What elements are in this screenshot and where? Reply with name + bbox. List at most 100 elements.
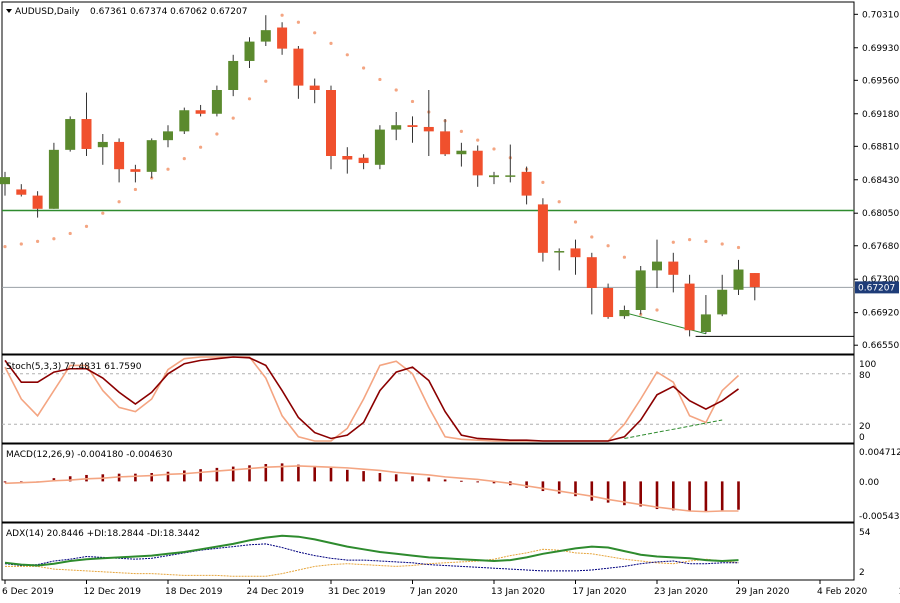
bear-candle [440, 131, 450, 154]
macd-histogram-bar [705, 481, 708, 511]
sar-dot [166, 168, 169, 171]
time-tick-label: 12 Dec 2019 [84, 587, 142, 597]
bear-candle [196, 110, 206, 114]
sar-dot [590, 235, 593, 238]
bear-candle [685, 284, 695, 331]
sar-dot [655, 308, 658, 311]
price-tick-label: 0.68050 [862, 209, 899, 219]
macd-histogram-bar [476, 481, 479, 482]
macd-pane [4, 463, 740, 511]
macd-histogram-bar [672, 481, 675, 510]
sar-dot [264, 80, 267, 83]
bull-candle [636, 270, 646, 310]
sar-dot [362, 66, 365, 69]
sar-dot [737, 246, 740, 249]
price-tick-label: 0.69180 [862, 110, 899, 120]
bull-candle [717, 290, 727, 315]
price-tick-label: 0.66550 [862, 341, 899, 351]
time-tick-label: 6 Dec 2019 [2, 587, 54, 597]
sar-dot [134, 188, 137, 191]
sar-dot [215, 132, 218, 135]
bear-candle [342, 156, 352, 160]
macd-histogram-bar [428, 478, 431, 482]
bear-candle [114, 142, 124, 169]
time-tick-label: 13 Jan 2020 [491, 587, 545, 597]
macd-histogram-bar [542, 481, 545, 491]
price-pane: 0.703100.699300.695600.691800.688100.684… [0, 10, 899, 351]
time-tick-label: 23 Jan 2020 [654, 587, 708, 597]
bear-candle [277, 28, 287, 49]
sar-dot [183, 157, 186, 160]
sar-dot [52, 237, 55, 240]
macd-histogram-bar [346, 470, 349, 482]
macd-histogram-bar [134, 474, 137, 482]
time-tick-label: 31 Dec 2019 [328, 587, 386, 597]
bull-candle [489, 175, 499, 177]
macd-histogram-bar [656, 481, 659, 509]
bull-candle [701, 314, 711, 332]
sar-dot [704, 240, 707, 243]
bear-candle [473, 151, 483, 176]
macd-label: MACD(12,26,9) -0.004180 -0.004630 [6, 450, 173, 460]
bull-candle [619, 310, 629, 316]
macd-histogram-bar [150, 473, 153, 481]
symbol-label[interactable]: AUDUSD,Daily [15, 7, 80, 17]
bull-candle [65, 119, 75, 150]
bear-candle [16, 189, 26, 194]
bull-candle [456, 151, 466, 155]
bear-candle [750, 273, 760, 287]
bear-candle [668, 262, 678, 275]
macd-signal-line [5, 466, 739, 512]
macd-histogram-bar [444, 479, 447, 481]
sar-dot [460, 130, 463, 133]
macd-histogram-bar [199, 469, 202, 481]
bull-candle [391, 125, 401, 129]
sar-dot [20, 242, 23, 245]
macd-histogram-bar [216, 468, 219, 482]
sar-dot [558, 200, 561, 203]
price-tick-label: 0.70310 [862, 10, 899, 20]
stoch-level-0: 0 [859, 433, 865, 443]
time-tick-label: 7 Jan 2020 [410, 587, 458, 597]
macd-histogram-bar [232, 467, 235, 482]
price-tick-label: 0.69930 [862, 44, 899, 54]
sar-dot [378, 78, 381, 81]
macd-histogram-bar [167, 472, 170, 482]
bear-candle [326, 90, 336, 156]
time-tick-label: 24 Dec 2019 [247, 587, 305, 597]
sar-dot [281, 14, 284, 17]
bear-candle [130, 169, 140, 172]
time-tick-label: 17 Jan 2020 [573, 587, 627, 597]
adx-pane [5, 536, 739, 577]
sar-dot [721, 242, 724, 245]
macd-histogram-bar [639, 481, 642, 506]
bear-candle [33, 196, 43, 209]
symbol-dropdown-icon[interactable] [6, 9, 12, 13]
macd-histogram-bar [395, 474, 398, 481]
bear-candle [424, 127, 434, 131]
sar-dot [118, 200, 121, 203]
bear-candle [293, 49, 303, 86]
macd-histogram-bar [591, 481, 594, 500]
price-tick-label: 0.68430 [862, 176, 899, 186]
macd-histogram-bar [737, 481, 740, 509]
bull-candle [212, 90, 222, 114]
stoch-label: Stoch(5,3,3) 77.4831 61.7590 [6, 362, 142, 372]
macd-histogram-bar [362, 471, 365, 481]
stoch-level-20: 20 [859, 422, 871, 432]
bear-candle [587, 257, 597, 288]
macd-level-max: 0.004712 [859, 448, 900, 458]
stoch-level-80: 80 [859, 371, 871, 381]
current-price-tag-label: 0.67207 [858, 283, 895, 293]
ohlc-values: 0.67361 0.67374 0.67062 0.67207 [90, 7, 247, 17]
adx-level-max: 54 [859, 528, 871, 538]
macd-histogram-bar [297, 465, 300, 482]
sar-dot [492, 147, 495, 150]
sar-dot [688, 238, 691, 241]
bear-candle [538, 204, 548, 252]
bear-candle [359, 158, 369, 163]
bull-candle [147, 140, 157, 172]
bull-candle [261, 30, 271, 41]
